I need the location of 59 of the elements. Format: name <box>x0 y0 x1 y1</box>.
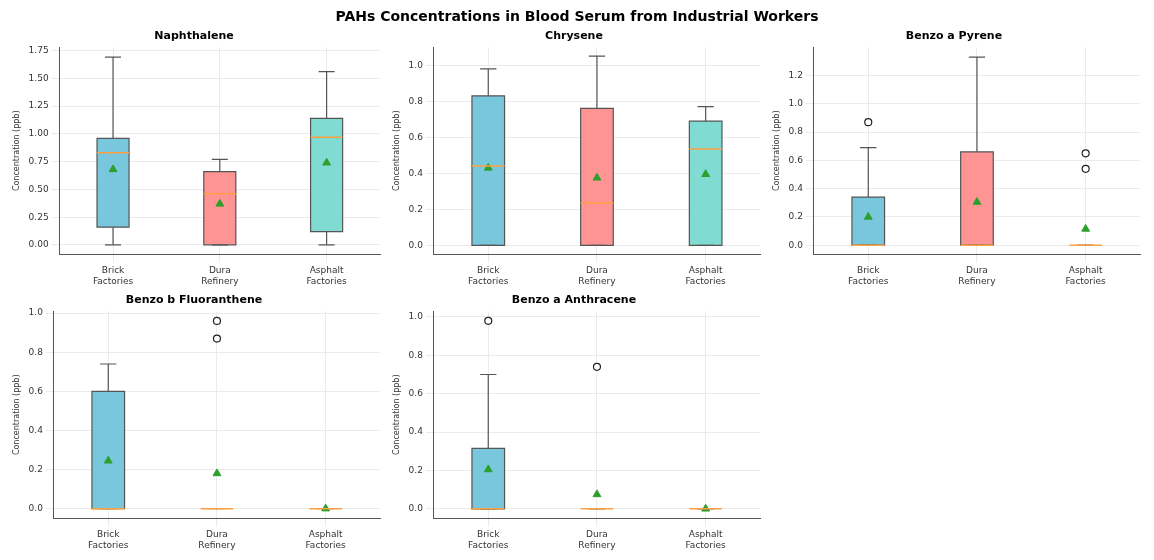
text: PAHs Concentrations in Blood Serum from Industrial Workers <box>334 8 820 26</box>
x-tick-label: Asphalt Factories <box>306 265 348 286</box>
y-axis-title: Concentration (ppb) <box>391 110 401 192</box>
y-tick-label: 0.4 <box>408 167 424 178</box>
y-tick-label: 0.00 <box>28 239 49 250</box>
x-tick-label: Dura Refinery <box>578 529 617 550</box>
y-tick-label: 0.0 <box>788 239 804 250</box>
chart-title: Chrysene <box>545 29 603 43</box>
x-tick-label: Brick Factories <box>468 529 509 550</box>
x-tick-label: Dura Refinery <box>578 265 617 286</box>
y-tick-label: 0.4 <box>28 424 44 435</box>
y-tick-label: 1.0 <box>788 98 804 109</box>
y-tick-label: 0.4 <box>788 182 804 193</box>
x-tick-label: Brick Factories <box>92 265 134 286</box>
y-tick-label: 1.2 <box>788 69 803 80</box>
y-tick-label: 1.75 <box>28 44 49 55</box>
x-tick-label: Dura Refinery <box>201 265 240 286</box>
y-tick-label: 0.2 <box>788 211 803 222</box>
y-tick-label: 1.0 <box>408 59 424 70</box>
x-tick-label: Brick Factories <box>468 265 509 286</box>
y-tick-label: 0.2 <box>408 464 423 475</box>
y-tick-label: 1.0 <box>408 311 424 322</box>
x-tick-label: Asphalt Factories <box>685 529 727 550</box>
y-tick-label: 0.0 <box>408 239 424 250</box>
y-tick-label: 1.25 <box>28 100 49 111</box>
x-tick-label: Brick Factories <box>848 265 889 286</box>
chart-title: Benzo b Fluoranthene <box>125 293 263 307</box>
y-tick-label: 0.2 <box>408 203 423 214</box>
chart-title: Naphthalene <box>154 29 234 43</box>
y-tick-label: 1.50 <box>28 72 49 83</box>
y-tick-label: 0.0 <box>408 503 424 514</box>
x-tick-label: Dura Refinery <box>958 265 997 286</box>
y-tick-label: 0.6 <box>788 154 804 165</box>
y-tick-label: 0.8 <box>408 95 424 106</box>
y-axis-title: Concentration (ppb) <box>391 374 401 456</box>
y-tick-label: 0.6 <box>28 385 44 396</box>
y-tick-label: 0.8 <box>408 349 424 360</box>
y-tick-label: 0.25 <box>28 211 49 222</box>
y-tick-label: 0.4 <box>408 426 424 437</box>
y-tick-label: 1.00 <box>28 128 49 139</box>
y-tick-label: 0.50 <box>28 183 49 194</box>
y-tick-label: 0.0 <box>28 502 44 513</box>
chart-title: Benzo a Anthracene <box>511 293 637 307</box>
y-axis-title: Concentration (ppb) <box>11 110 21 192</box>
x-tick-label: Asphalt Factories <box>685 265 727 286</box>
y-axis-title: Concentration (ppb) <box>11 374 21 456</box>
y-tick-label: 0.8 <box>788 126 804 137</box>
y-tick-label: 0.75 <box>28 155 49 166</box>
x-tick-label: Dura Refinery <box>198 529 237 550</box>
x-tick-label: Brick Factories <box>88 529 129 550</box>
y-tick-label: 0.6 <box>408 388 424 399</box>
x-tick-label: Asphalt Factories <box>1065 265 1107 286</box>
y-axis-title: Concentration (ppb) <box>771 110 781 192</box>
y-tick-label: 1.0 <box>28 307 44 318</box>
chart-title: Benzo a Pyrene <box>905 29 1003 43</box>
y-tick-label: 0.8 <box>28 346 44 357</box>
y-tick-label: 0.2 <box>28 463 43 474</box>
x-tick-label: Asphalt Factories <box>305 529 347 550</box>
y-tick-label: 0.6 <box>408 131 424 142</box>
